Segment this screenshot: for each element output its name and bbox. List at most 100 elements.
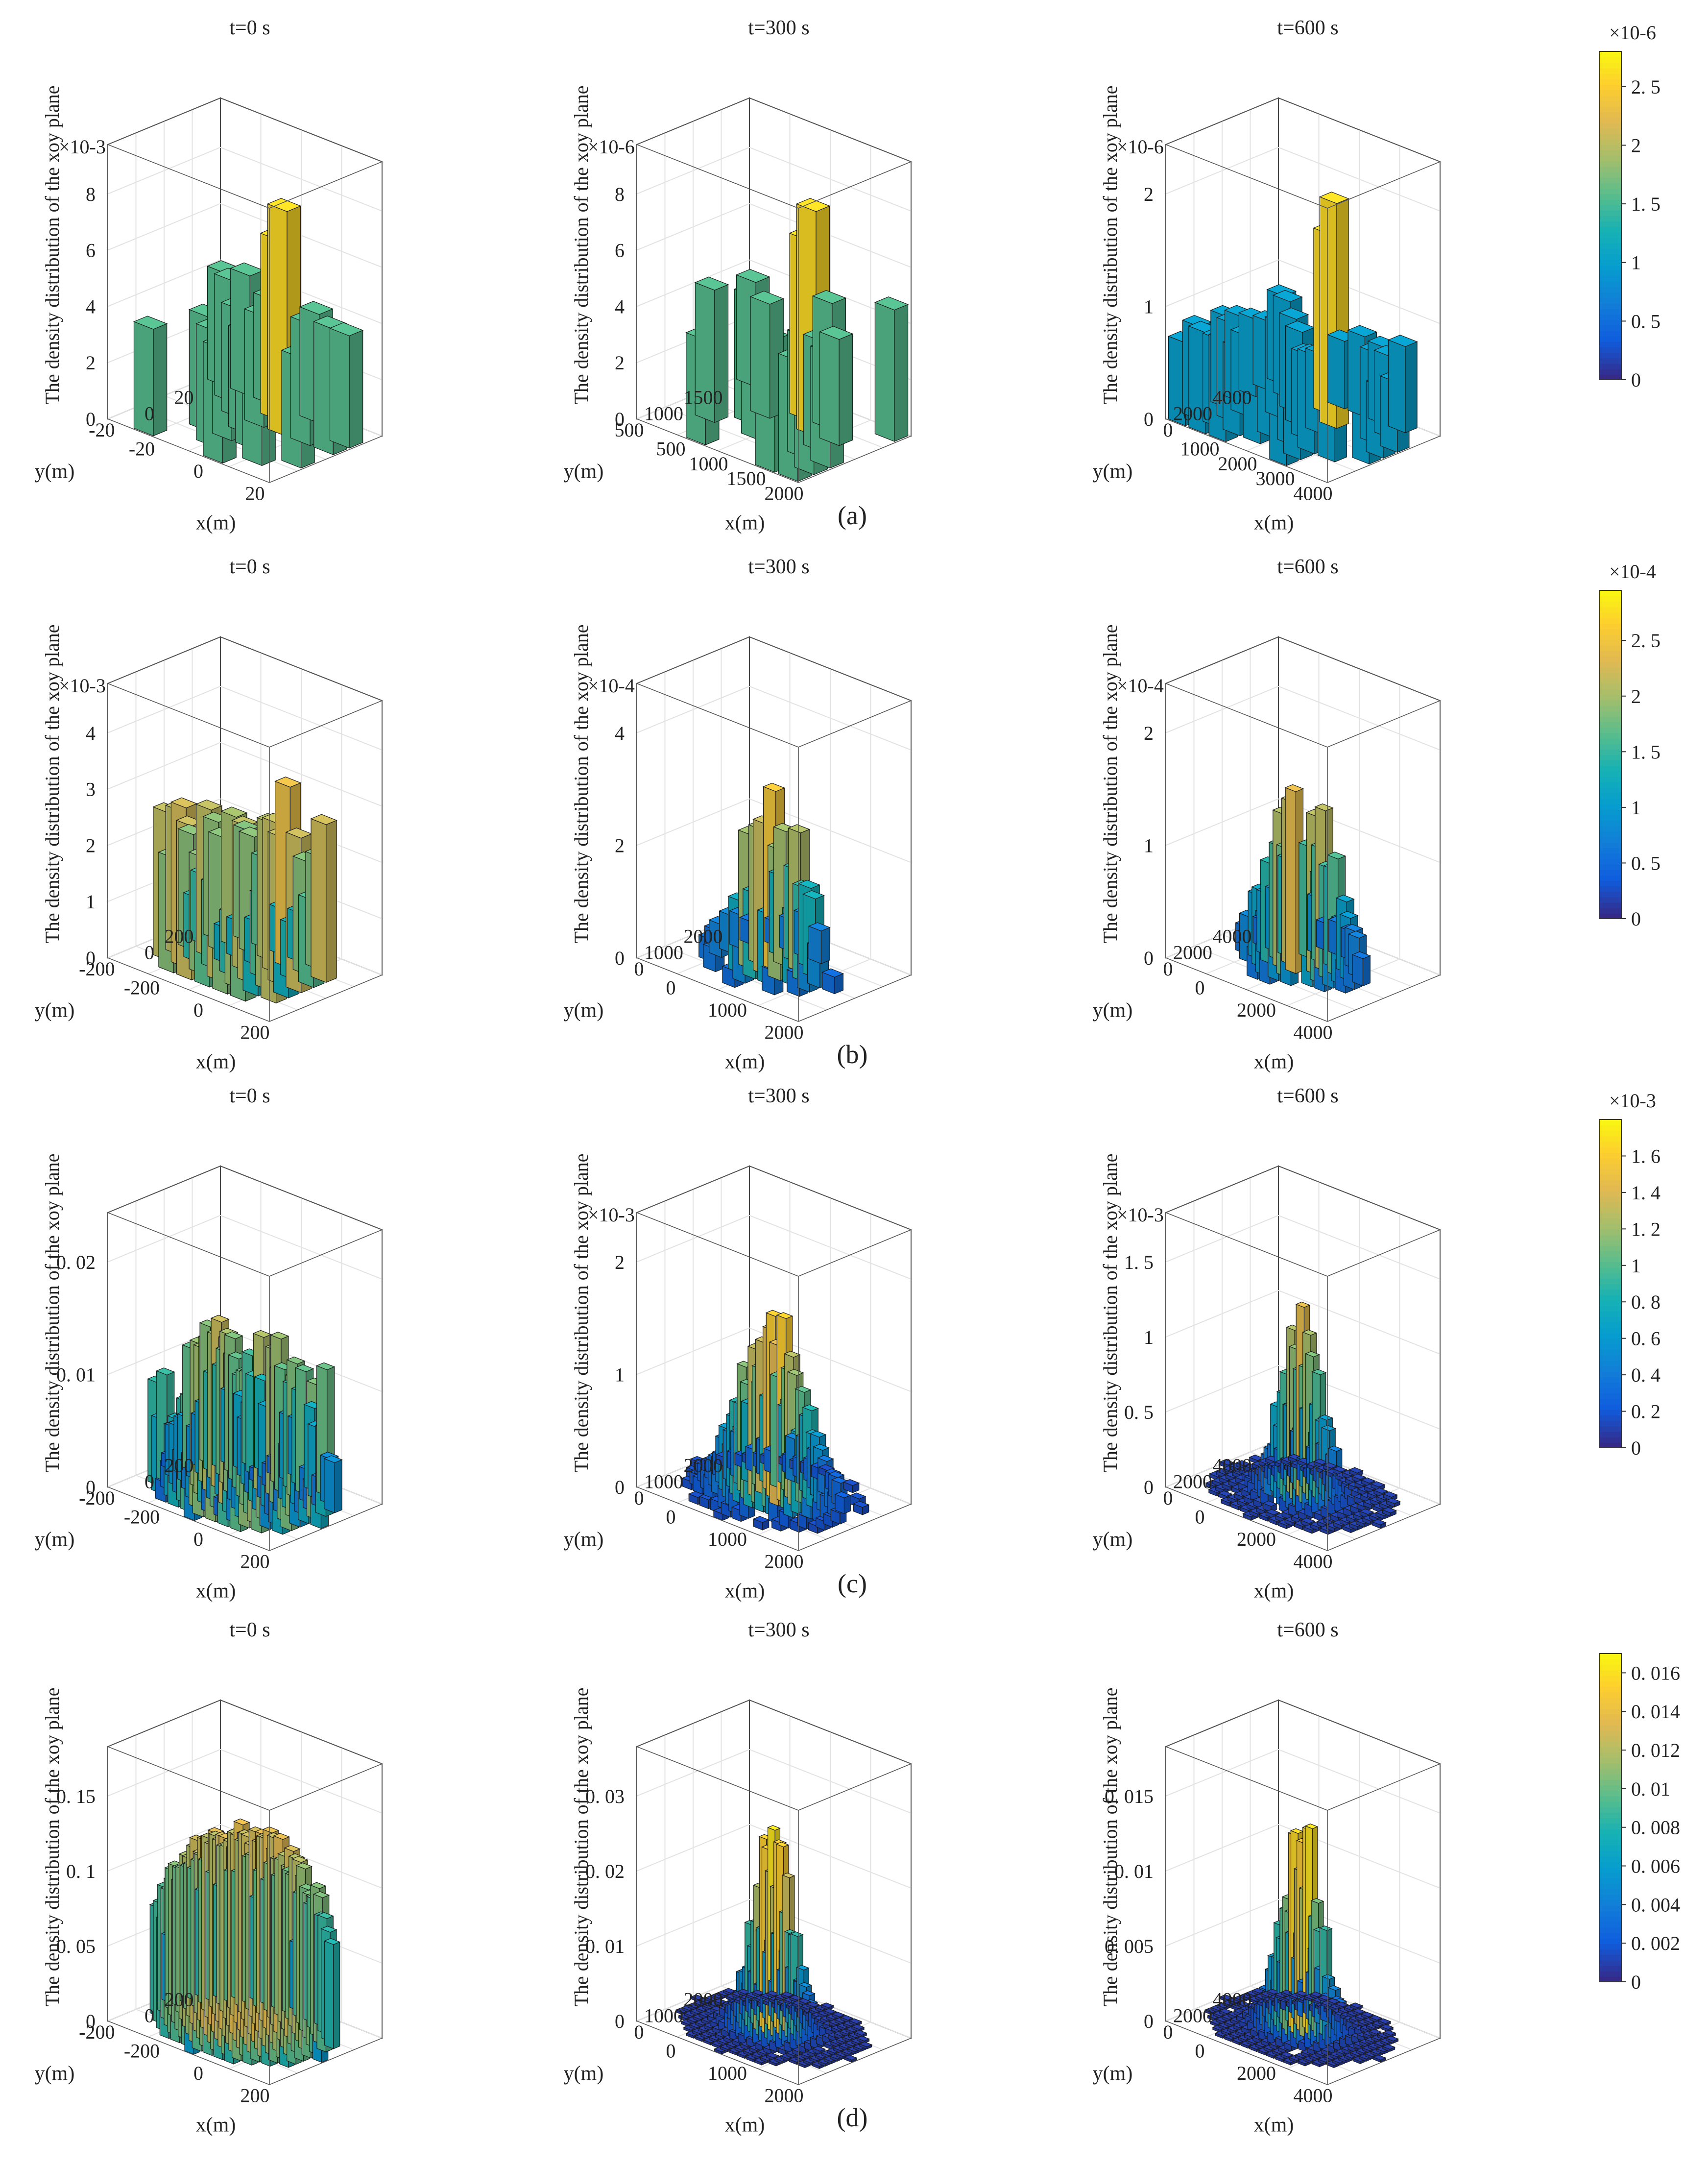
box-edge [269,1229,383,1277]
x-axis-label: x(m) [725,2114,765,2137]
bar-face-top [299,301,334,315]
bar-face-top [1351,951,1371,959]
colorbar-swatch [1599,749,1621,755]
bar [1351,951,1371,987]
bar [694,276,729,423]
box-edge [798,161,912,209]
x-tick-label: 1000 [1180,438,1220,460]
gridline [636,1215,750,1263]
colorbar-swatch [1599,798,1621,804]
colorbar-swatch [1599,814,1621,821]
colorbar-swatch [1599,259,1621,266]
z-tick-label: 2 [86,352,96,374]
gridline [1278,146,1441,212]
colorbar-swatch [1599,1311,1621,1317]
z-tick-label: 4 [86,295,96,317]
bar [821,968,844,995]
y-axis-label: y(m) [564,1528,604,1551]
bar-face-top [1319,192,1349,204]
y-tick-label: 0 [144,1471,154,1493]
colorbar-swatch [1599,1196,1621,1202]
box-edge [107,636,221,684]
colorbar-swatch [1599,308,1621,315]
box-edge [269,161,383,209]
colorbar-swatch [1599,1174,1621,1180]
z-tick-label: 0 [86,947,96,969]
gridline [636,685,750,733]
x-tick-label: 500 [656,438,686,460]
box-edge [107,1212,270,1277]
colorbar-swatch [1599,1179,1621,1186]
colorbar-swatch [1599,913,1621,919]
bar-face-top [220,806,248,818]
colorbar-swatch [1599,1136,1621,1142]
colorbar-swatch [1599,858,1621,865]
colorbar-tick-label: 2 [1631,685,1641,707]
colorbar-exponent: ×10-3 [1609,1090,1656,1112]
colorbar-frame [1599,590,1622,919]
colorbar-swatch [1599,645,1621,651]
y-tick-label: -200 [79,2021,115,2043]
box-edge [220,97,383,162]
colorbar-tick-label: 2. 5 [1631,630,1660,652]
colorbar-swatch [1599,826,1621,832]
y-tick-label: 1000 [644,942,683,964]
colorbar-swatch [1599,678,1621,684]
y-axis-label: y(m) [564,2062,604,2085]
colorbar-swatch [1599,1152,1621,1159]
row-label: (b) [837,1040,868,1069]
colorbar-swatch [1599,694,1621,701]
y-tick-label: 0 [634,2021,644,2043]
bar-face-front [1352,954,1364,987]
z-tick-label: 0. 01 [56,1363,96,1386]
colorbar-swatch [1599,683,1621,689]
y-axis-label: y(m) [564,999,604,1022]
x-tick-label: 0 [666,1506,676,1528]
colorbar-swatch [1599,204,1621,211]
gridline [636,259,750,307]
colorbar-swatch [1599,809,1621,815]
bar [808,922,831,964]
bar [842,1479,860,1493]
gridline [220,685,383,751]
y-tick-label: 4000 [1213,1454,1252,1476]
box-edge [107,1486,270,1551]
z-tick-label: 0 [615,2010,625,2032]
colorbar-swatch [1599,656,1621,662]
colorbar-swatch [1599,722,1621,728]
bar-face-top [224,1331,243,1339]
y-axis-label: y(m) [35,2062,75,2085]
z-axis-label: The density distribution of the xoy plan… [570,1154,592,1473]
colorbar-tick-label: 0. 4 [1631,1364,1660,1386]
y-tick-label: 2000 [1173,942,1212,964]
box-edge [107,418,270,483]
colorbar-swatch [1599,144,1621,150]
bar-face-side [839,333,853,446]
x-tick-label: 0 [193,1528,203,1550]
y-tick-label: 0 [144,403,154,425]
z-tick-label: 0 [86,408,96,430]
bar [1371,1519,1387,1529]
colorbar-swatch [1599,864,1621,870]
x-tick-label: -20 [129,438,155,460]
bar-face-top [210,1314,230,1323]
colorbar-swatch [1599,171,1621,178]
colorbar-swatch [1599,781,1621,788]
colorbar-swatch [1599,210,1621,216]
panel-2-2: 00. 511. 5020004000400020000x(m)y(m)The … [1093,1085,1441,1603]
colorbar-exponent: ×10-4 [1609,560,1656,583]
colorbar-swatch [1599,1185,1621,1192]
colorbar-swatch [1599,1130,1621,1137]
bar-face-top [156,1367,175,1376]
bar-face-front [324,1458,335,1513]
bar [752,1516,770,1531]
gridline [107,203,221,251]
y-tick-label: 0 [634,958,644,980]
panel-3-0: 00. 050. 10. 15-20002002000-200x(m)y(m)T… [35,1619,383,2137]
bar-face-top [821,968,844,978]
z-tick-label: 1 [1144,834,1154,856]
y-axis-label: y(m) [35,999,75,1022]
